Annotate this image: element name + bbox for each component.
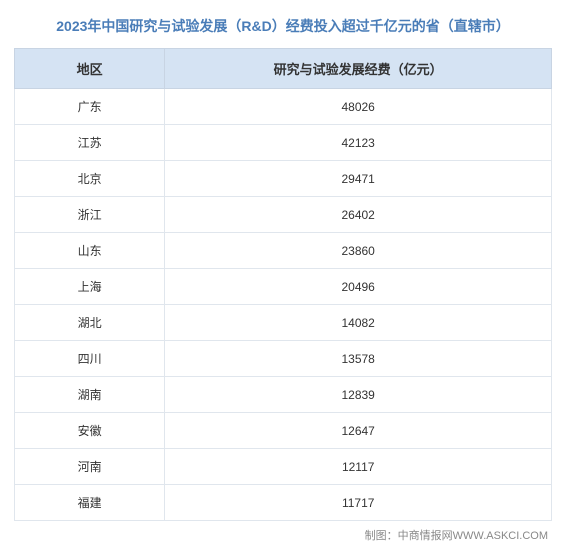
cell-value: 14082 xyxy=(165,305,552,341)
table-row: 广东48026 xyxy=(15,89,552,125)
cell-region: 四川 xyxy=(15,341,165,377)
cell-region: 上海 xyxy=(15,269,165,305)
table-row: 北京29471 xyxy=(15,161,552,197)
cell-region: 河南 xyxy=(15,449,165,485)
cell-value: 29471 xyxy=(165,161,552,197)
header-value: 研究与试验发展经费（亿元） xyxy=(165,49,552,89)
table-row: 江苏42123 xyxy=(15,125,552,161)
chart-title: 2023年中国研究与试验发展（R&D）经费投入超过千亿元的省（直辖市） xyxy=(14,10,552,48)
header-region: 地区 xyxy=(15,49,165,89)
cell-region: 安徽 xyxy=(15,413,165,449)
table-row: 安徽12647 xyxy=(15,413,552,449)
table-row: 湖北14082 xyxy=(15,305,552,341)
data-table: 地区 研究与试验发展经费（亿元） 广东48026江苏42123北京29471浙江… xyxy=(14,48,552,521)
table-row: 湖南12839 xyxy=(15,377,552,413)
cell-region: 北京 xyxy=(15,161,165,197)
cell-value: 12117 xyxy=(165,449,552,485)
table-row: 浙江26402 xyxy=(15,197,552,233)
header-row: 地区 研究与试验发展经费（亿元） xyxy=(15,49,552,89)
cell-value: 23860 xyxy=(165,233,552,269)
cell-region: 湖北 xyxy=(15,305,165,341)
cell-value: 20496 xyxy=(165,269,552,305)
cell-region: 江苏 xyxy=(15,125,165,161)
cell-region: 山东 xyxy=(15,233,165,269)
cell-region: 湖南 xyxy=(15,377,165,413)
table-container: 2023年中国研究与试验发展（R&D）经费投入超过千亿元的省（直辖市） 地区 研… xyxy=(0,0,566,549)
table-row: 河南12117 xyxy=(15,449,552,485)
cell-value: 48026 xyxy=(165,89,552,125)
cell-region: 福建 xyxy=(15,485,165,521)
table-body: 广东48026江苏42123北京29471浙江26402山东23860上海204… xyxy=(15,89,552,521)
cell-value: 12647 xyxy=(165,413,552,449)
cell-value: 11717 xyxy=(165,485,552,521)
cell-value: 26402 xyxy=(165,197,552,233)
cell-region: 广东 xyxy=(15,89,165,125)
table-row: 四川13578 xyxy=(15,341,552,377)
cell-value: 42123 xyxy=(165,125,552,161)
table-row: 上海20496 xyxy=(15,269,552,305)
table-row: 山东23860 xyxy=(15,233,552,269)
table-row: 福建11717 xyxy=(15,485,552,521)
cell-region: 浙江 xyxy=(15,197,165,233)
cell-value: 12839 xyxy=(165,377,552,413)
footer-credit: 制图：中商情报网WWW.ASKCI.COM xyxy=(14,521,552,543)
cell-value: 13578 xyxy=(165,341,552,377)
